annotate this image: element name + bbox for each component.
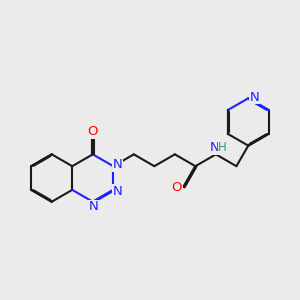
Text: N: N — [210, 141, 220, 154]
Text: O: O — [172, 182, 182, 194]
Text: N: N — [89, 200, 99, 213]
Text: H: H — [218, 141, 227, 154]
Text: N: N — [113, 158, 122, 172]
Text: N: N — [250, 91, 260, 103]
Text: O: O — [88, 125, 98, 138]
Text: N: N — [113, 184, 122, 198]
